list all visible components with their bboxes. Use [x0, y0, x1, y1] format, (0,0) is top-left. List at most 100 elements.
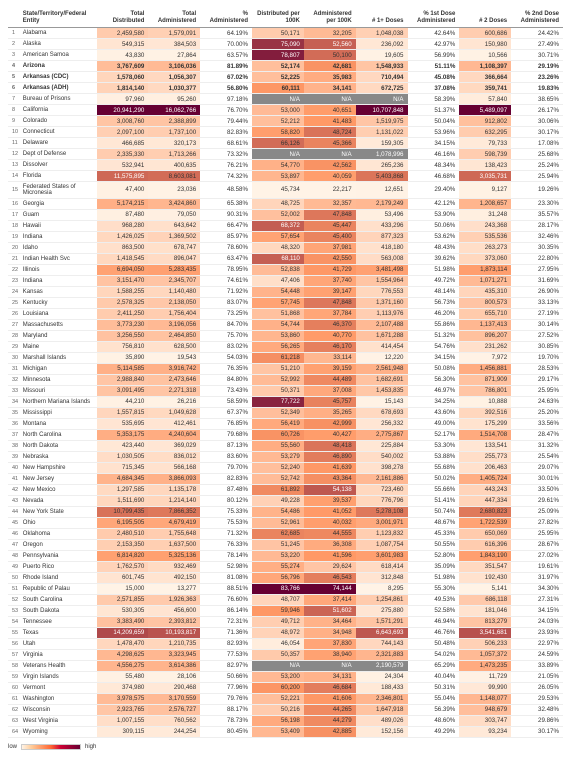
cell-value: 2,345,707: [148, 275, 200, 286]
col-header: % 2nd Dose Administered: [511, 8, 563, 28]
table-row: 19Indiana1,426,0251,369,50285.97%57,6544…: [8, 231, 563, 242]
cell-value: 66,126: [252, 138, 304, 149]
table-row: 49Puerto Rico1,762,570932,46952.98%55,27…: [8, 561, 563, 572]
cell-value: 19,543: [148, 352, 200, 363]
cell-value: 10,799,435: [97, 506, 149, 517]
cell-value: 2,571,855: [97, 594, 149, 605]
cell-value: 46,543: [304, 572, 356, 583]
cell-value: 3,008,760: [97, 116, 149, 127]
row-number: 34: [8, 396, 19, 407]
cell-value: 6,195,505: [97, 517, 149, 528]
cell-value: 53,897: [252, 171, 304, 182]
cell-value: 28.67%: [511, 539, 563, 550]
row-number: 24: [8, 286, 19, 297]
cell-value: 1,030,377: [148, 83, 200, 94]
cell-value: 75.53%: [200, 517, 252, 528]
cell-value: 34.15%: [408, 352, 460, 363]
row-number: 35: [8, 407, 19, 418]
cell-value: 236,092: [356, 39, 408, 50]
cell-value: 86.14%: [200, 605, 252, 616]
cell-value: 5,353,175: [97, 429, 149, 440]
cell-value: 11,729: [459, 671, 511, 682]
row-number: 53: [8, 605, 19, 616]
cell-value: 49.53%: [408, 594, 460, 605]
cell-value: 70.00%: [200, 39, 252, 50]
cell-value: 52,560: [304, 39, 356, 50]
table-row: 44New York State10,799,4357,866,35275.33…: [8, 506, 563, 517]
cell-value: 80.45%: [200, 726, 252, 737]
cell-value: 29,624: [304, 561, 356, 572]
table-row: 11Delaware466,685320,17368.61%66,12645,3…: [8, 138, 563, 149]
cell-value: 78.95%: [200, 264, 252, 275]
cell-value: 61,218: [252, 352, 304, 363]
entity-name: Idaho: [19, 242, 97, 253]
cell-value: 2,161,886: [356, 473, 408, 484]
cell-value: 1,135,178: [148, 484, 200, 495]
cell-value: 51.11%: [408, 61, 460, 72]
entity-name: Wyoming: [19, 726, 97, 737]
cell-value: 1,511,690: [97, 495, 149, 506]
cell-value: 489,026: [356, 715, 408, 726]
entity-name: Missouri: [19, 385, 97, 396]
entity-name: Maryland: [19, 330, 97, 341]
cell-value: 8,603,081: [148, 171, 200, 182]
cell-value: 3,767,609: [97, 61, 149, 72]
cell-value: 46,054: [252, 638, 304, 649]
cell-value: 48,418: [304, 440, 356, 451]
table-row: 22Illinois6,694,0505,283,43578.95%52,838…: [8, 264, 563, 275]
cell-value: 10,707,848: [356, 105, 408, 116]
cell-value: 1,814,140: [97, 83, 149, 94]
table-row: 51Republic of Palau15,00013,27788.51%83,…: [8, 583, 563, 594]
cell-value: 3,978,575: [97, 693, 149, 704]
cell-value: 53,220: [252, 550, 304, 561]
col-header: Total Distributed: [97, 8, 149, 28]
cell-value: 62,685: [252, 528, 304, 539]
row-number: 10: [8, 127, 19, 138]
cell-value: 1,369,502: [148, 231, 200, 242]
table-row: 1Alabama2,459,5801,579,09164.19%50,17132…: [8, 28, 563, 39]
cell-value: 10,888: [459, 396, 511, 407]
row-number: 19: [8, 231, 19, 242]
table-row: 3American Samoa43,83027,86463.57%78,8075…: [8, 50, 563, 61]
cell-value: 159,305: [356, 138, 408, 149]
row-number: 9: [8, 116, 19, 127]
cell-value: 392,516: [459, 407, 511, 418]
table-row: 7Bureau of Prisons97,96095,26097.18%N/AN…: [8, 94, 563, 105]
cell-value: 73.43%: [200, 385, 252, 396]
cell-value: 414,454: [356, 341, 408, 352]
cell-value: 88.17%: [200, 704, 252, 715]
cell-value: 2,179,249: [356, 198, 408, 209]
cell-value: 42.97%: [408, 39, 460, 50]
cell-value: 447,334: [459, 495, 511, 506]
cell-value: 87,480: [97, 209, 149, 220]
cell-value: 51.41%: [408, 495, 460, 506]
cell-value: 56.30%: [408, 374, 460, 385]
cell-value: 32,357: [304, 198, 356, 209]
table-row: 63West Virginia1,007,155760,56278.73%56,…: [8, 715, 563, 726]
row-number: 57: [8, 649, 19, 660]
cell-value: 27.95%: [511, 264, 563, 275]
cell-value: 34,948: [304, 627, 356, 638]
cell-value: N/A: [252, 94, 304, 105]
cell-value: 53.88%: [408, 451, 460, 462]
cell-value: 1,371,160: [356, 297, 408, 308]
entity-name: North Carolina: [19, 429, 97, 440]
cell-value: 50.55%: [408, 539, 460, 550]
row-number: 29: [8, 341, 19, 352]
cell-value: 56,265: [252, 341, 304, 352]
cell-value: 78.14%: [200, 550, 252, 561]
cell-value: 75.33%: [200, 506, 252, 517]
table-row: 23Indiana3,151,4702,345,70774.61%47,4063…: [8, 275, 563, 286]
row-number: 63: [8, 715, 19, 726]
cell-value: 53,279: [252, 451, 304, 462]
cell-value: 3,866,093: [148, 473, 200, 484]
cell-value: 3,481,498: [356, 264, 408, 275]
cell-value: 72.31%: [200, 616, 252, 627]
cell-value: 97.18%: [200, 94, 252, 105]
cell-value: 83.02%: [200, 341, 252, 352]
cell-value: N/A: [304, 660, 356, 671]
cell-value: 51,245: [252, 539, 304, 550]
cell-value: 43,830: [97, 50, 149, 61]
cell-value: 3,106,036: [148, 61, 200, 72]
cell-value: 672,725: [356, 83, 408, 94]
